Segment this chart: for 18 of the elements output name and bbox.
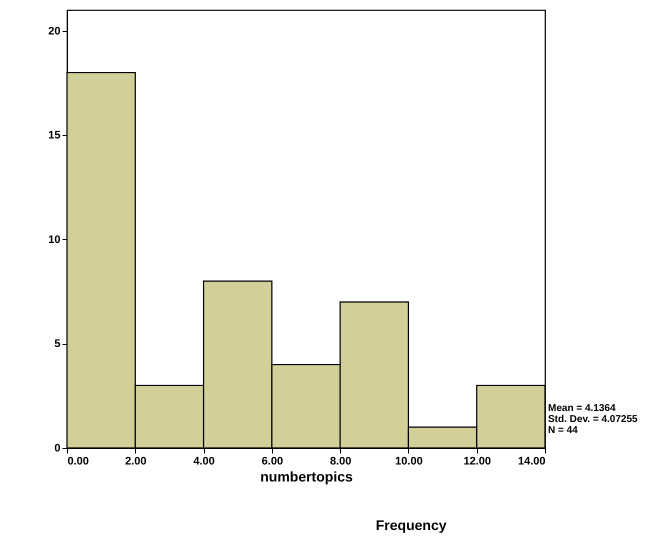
- text: N = 44: [548, 425, 578, 436]
- x-tick-label: 8.00: [330, 456, 352, 468]
- text: Frequency: [376, 517, 447, 533]
- x-tick-label: 0.00: [68, 456, 89, 468]
- x-axis-title: numbertopics: [260, 468, 353, 484]
- y-tick-label: 5: [54, 338, 60, 350]
- text: Std. Dev. = 4.07255: [548, 414, 638, 425]
- x-tick-label: 12.00: [463, 456, 491, 468]
- x-tick-label: 2.00: [125, 456, 146, 468]
- x-tick-label: 4.00: [193, 456, 215, 468]
- x-tick-label: 14.00: [518, 456, 546, 468]
- text: Mean = 4.1364: [548, 403, 616, 414]
- y-tick-label: 20: [48, 25, 60, 38]
- x-tick-label: 6.00: [262, 456, 284, 468]
- x-tick-label: 10.00: [395, 456, 423, 468]
- y-tick-label: 15: [48, 130, 60, 142]
- y-tick-label: 0: [54, 442, 60, 454]
- y-tick-label: 10: [48, 234, 60, 246]
